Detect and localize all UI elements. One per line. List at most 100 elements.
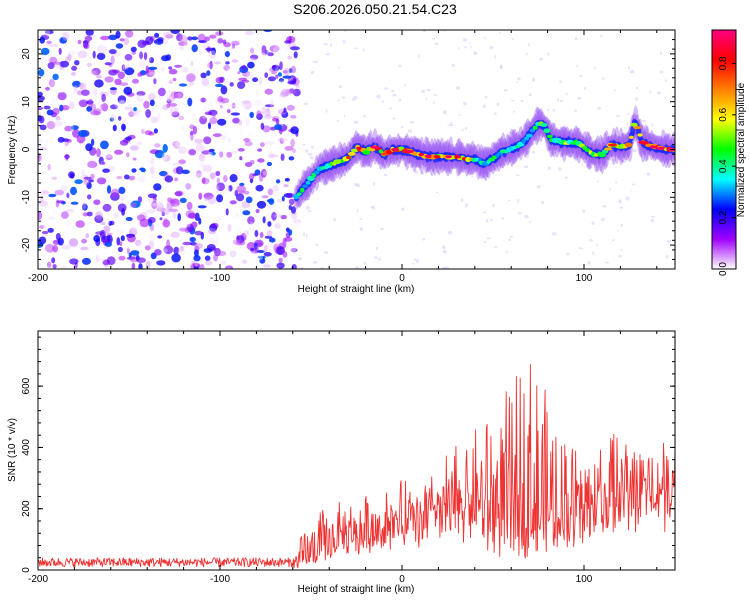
noise-blob: [86, 211, 93, 217]
noise-blob: [225, 265, 234, 269]
noise-blob: [119, 99, 127, 107]
noise-speckle: [582, 209, 586, 213]
noise-blob: [70, 186, 77, 196]
colorbar-tick-label: 0.8: [718, 56, 729, 70]
noise-blob: [71, 65, 78, 71]
noise-blob: [269, 237, 276, 243]
noise-blob: [107, 250, 114, 256]
spectrogram-y-label: Frequency (Hz): [7, 116, 18, 185]
noise-speckle: [374, 256, 378, 259]
noise-blob: [216, 194, 224, 203]
spectrogram-ridge: [293, 105, 675, 210]
noise-blob: [48, 193, 57, 198]
noise-blob: [260, 256, 265, 261]
noise-speckle: [627, 112, 629, 116]
noise-speckle: [646, 172, 651, 176]
noise-blob: [262, 216, 266, 224]
noise-blob: [168, 66, 173, 70]
noise-speckle: [577, 96, 582, 100]
noise-blob: [138, 59, 146, 68]
noise-speckle: [435, 191, 439, 194]
noise-blob: [54, 120, 63, 127]
noise-speckle: [484, 95, 488, 99]
noise-blob: [111, 69, 120, 74]
colorbar-label: Normalized spectral amplitude: [736, 82, 747, 217]
noise-blob: [110, 114, 117, 122]
noise-blob: [267, 76, 276, 82]
snr-y-ticks: 0 200 400 600: [21, 336, 675, 573]
noise-speckle: [421, 89, 426, 93]
noise-blob: [262, 170, 267, 176]
noise-speckle: [323, 251, 329, 255]
noise-blob: [191, 36, 198, 41]
noise-blob: [79, 172, 86, 180]
noise-blob: [158, 96, 163, 101]
noise-blob: [281, 195, 285, 202]
noise-blob: [194, 242, 203, 249]
noise-blob: [57, 136, 65, 143]
noise-blob: [194, 260, 199, 268]
noise-speckle: [404, 83, 406, 87]
noise-blob: [93, 40, 98, 50]
noise-speckle: [498, 163, 503, 166]
noise-speckle: [470, 45, 473, 49]
ridge-core: [637, 133, 643, 137]
noise-blob: [186, 73, 196, 82]
noise-blob: [168, 103, 178, 107]
noise-speckle: [425, 162, 431, 166]
noise-speckle: [642, 119, 647, 123]
noise-speckle: [303, 232, 305, 237]
noise-speckle: [629, 69, 635, 74]
noise-blob: [81, 169, 85, 177]
noise-blob: [99, 229, 106, 239]
noise-blob: [115, 43, 124, 49]
ridge-core: [305, 180, 311, 185]
noise-blob: [170, 231, 180, 238]
noise-blob: [121, 123, 126, 132]
noise-speckle: [494, 54, 497, 59]
noise-blob: [274, 223, 281, 229]
noise-blob: [274, 201, 278, 207]
noise-blob: [285, 227, 290, 233]
noise-speckle: [525, 52, 528, 55]
noise-blob: [175, 141, 182, 148]
colorbar-tick-label: 0.2: [718, 210, 729, 224]
noise-blob: [281, 88, 291, 96]
noise-blob: [213, 254, 218, 262]
noise-blob: [190, 61, 194, 66]
noise-blob: [203, 192, 214, 200]
noise-blob: [71, 72, 76, 76]
noise-blob: [173, 210, 177, 219]
noise-blob: [267, 221, 272, 227]
noise-speckle: [586, 132, 590, 136]
noise-speckle: [531, 77, 536, 82]
noise-blob: [194, 249, 199, 257]
noise-blob: [186, 201, 193, 211]
noise-speckle: [306, 205, 310, 210]
noise-blob: [284, 185, 289, 193]
noise-speckle: [482, 211, 487, 214]
noise-blob: [216, 177, 220, 184]
noise-blob: [144, 130, 153, 136]
colorbar-ticks: 0.0 0.2 0.4 0.6 0.8: [718, 56, 736, 276]
noise-blob: [199, 162, 205, 168]
noise-blob: [199, 97, 207, 103]
noise-blob: [192, 125, 197, 135]
noise-blob: [179, 197, 187, 204]
noise-blob: [241, 64, 247, 71]
noise-blob: [65, 154, 69, 161]
noise-blob: [172, 77, 177, 82]
ridge-core: [350, 148, 359, 153]
noise-blob: [140, 168, 146, 173]
noise-blob: [81, 238, 87, 244]
noise-blob: [246, 72, 254, 79]
x-tick-label: -100: [210, 574, 230, 585]
noise-blob: [290, 126, 299, 135]
noise-blob: [103, 154, 114, 158]
noise-blob: [146, 155, 156, 164]
noise-speckle: [622, 160, 627, 164]
noise-blob: [264, 72, 269, 78]
ridge-hotspot: [638, 140, 647, 145]
noise-speckle: [508, 238, 512, 242]
